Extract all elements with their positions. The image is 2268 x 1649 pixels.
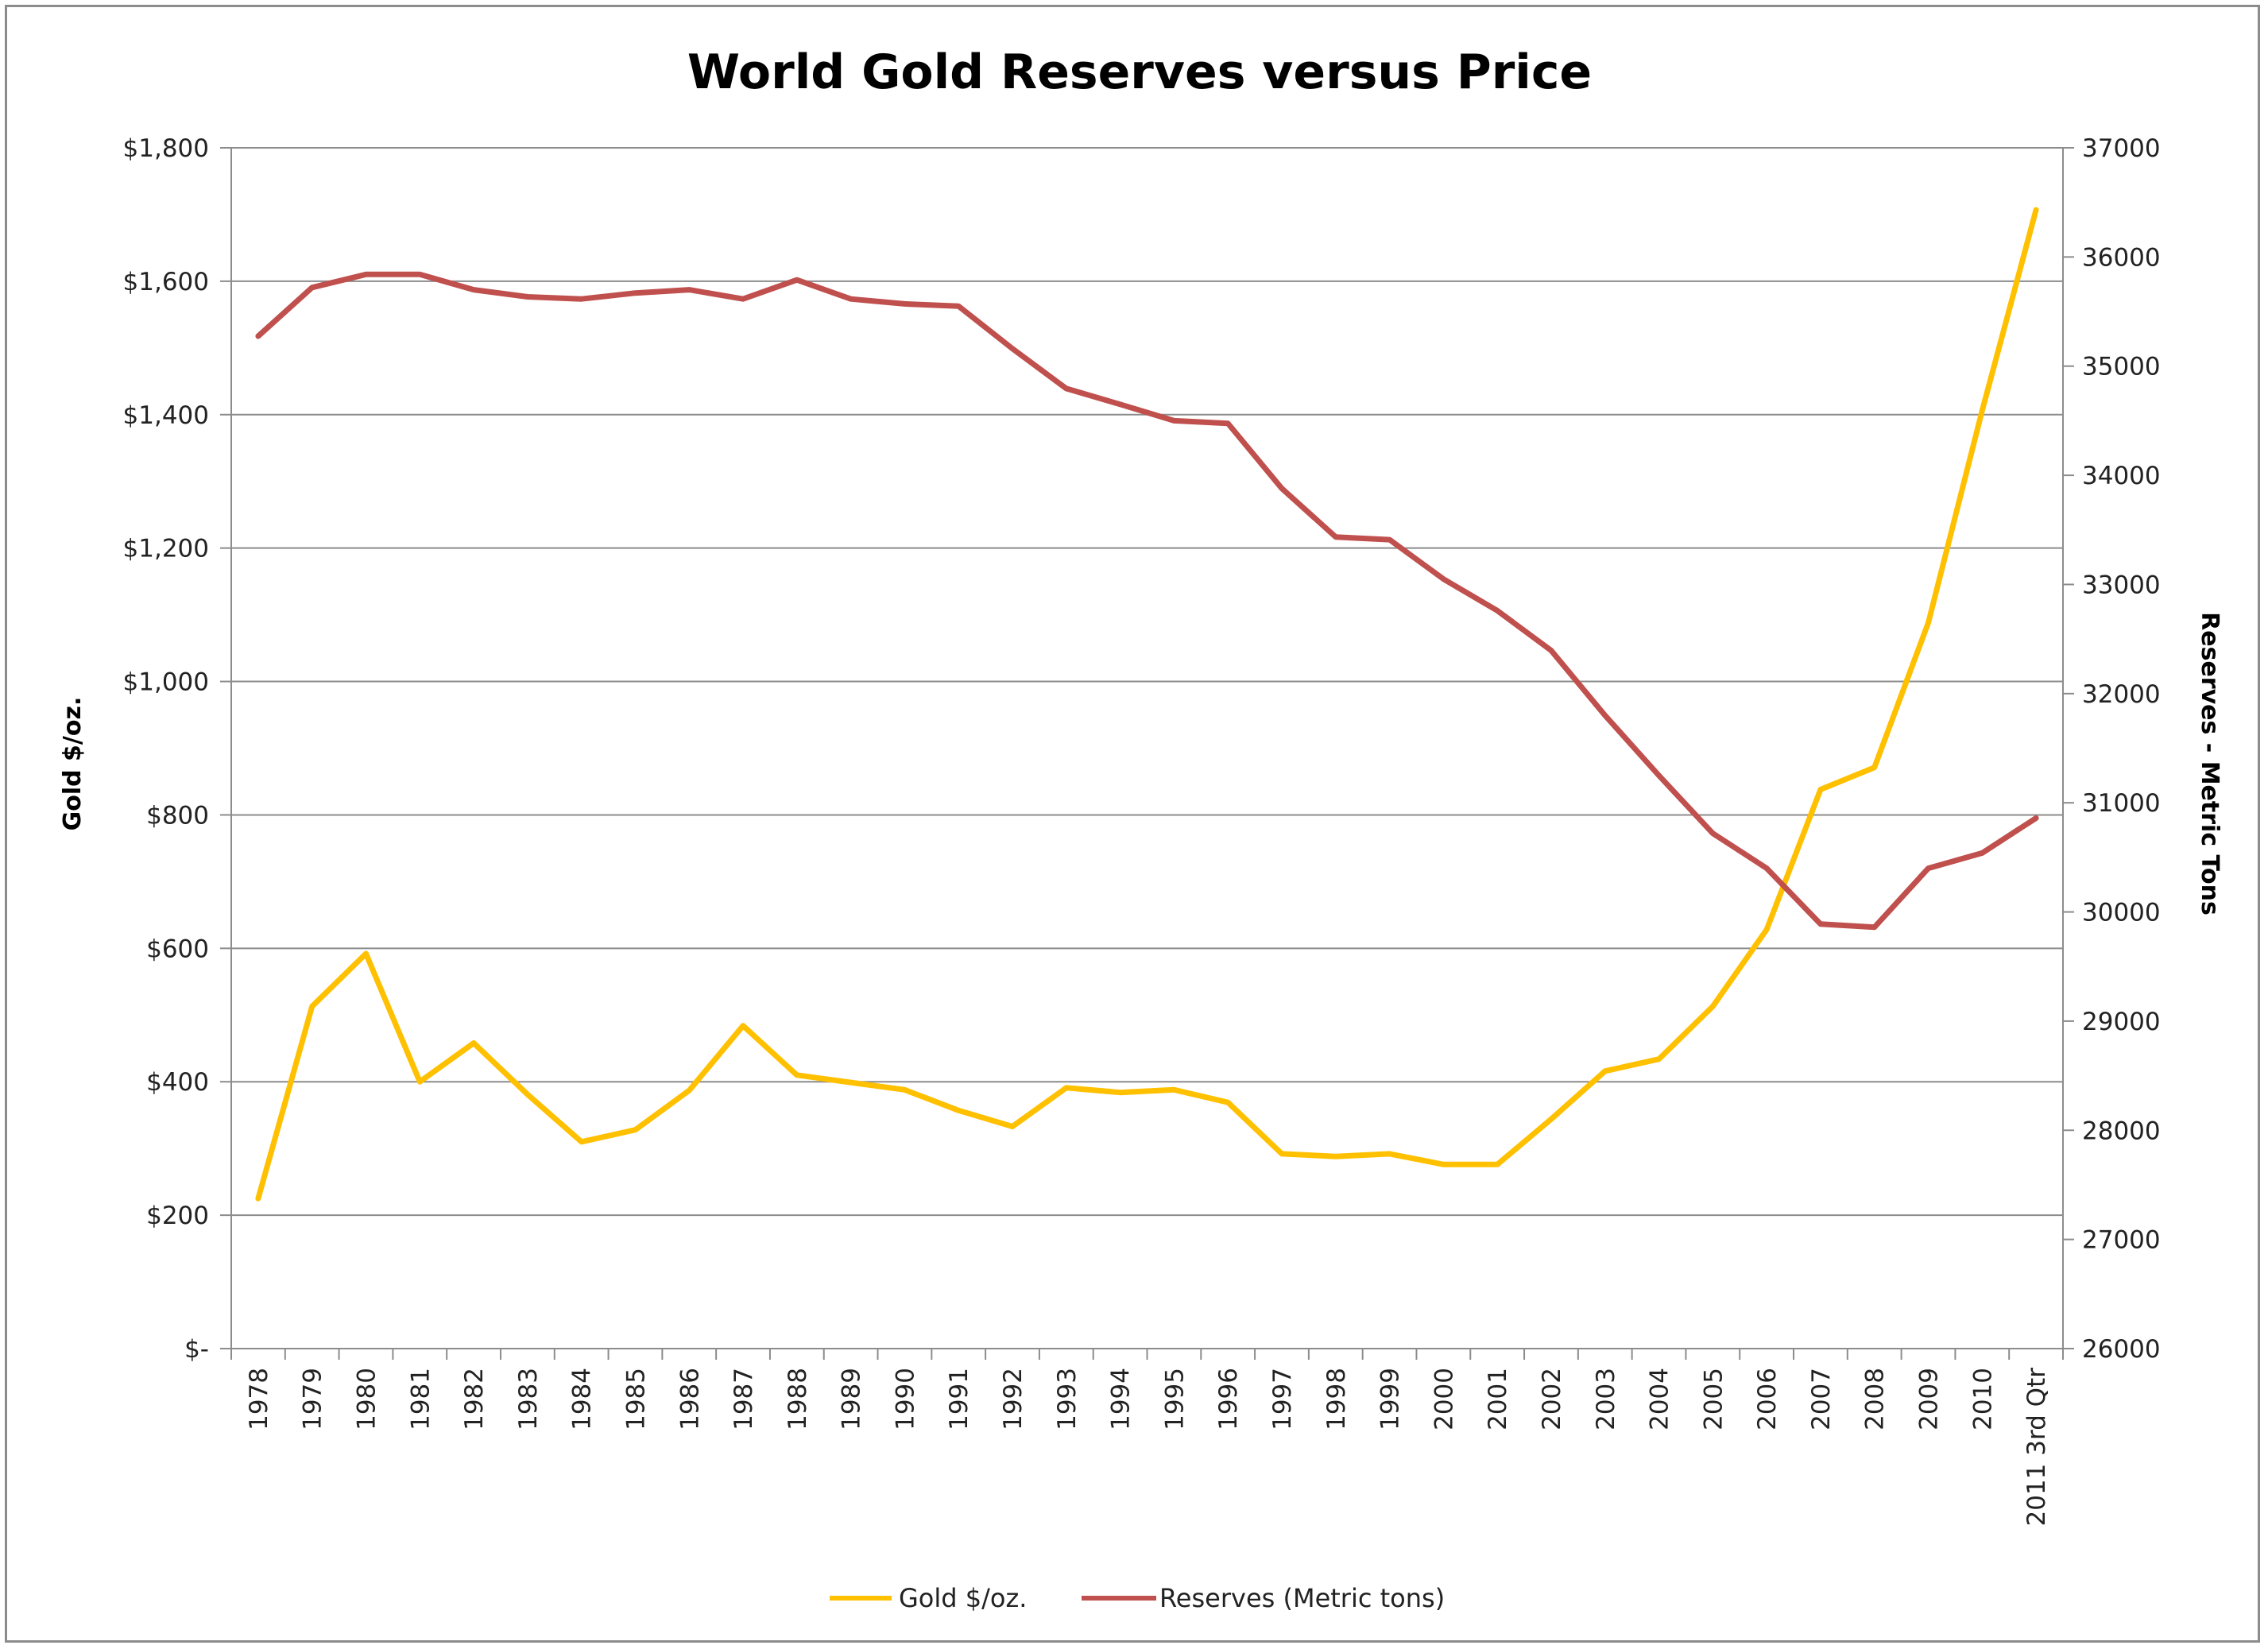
legend: Gold $/oz. Reserves (Metric tons) (830, 1583, 1445, 1613)
x-tick-label: 1996 (1214, 1368, 1243, 1430)
left-axis-title: Gold $/oz. (59, 697, 87, 831)
x-tick-label: 2010 (1968, 1368, 1997, 1430)
left-tick-label: $800 (146, 801, 209, 830)
right-tick-label: 31000 (2082, 789, 2161, 818)
right-tick-label: 32000 (2082, 680, 2161, 709)
x-tick-label: 1983 (514, 1368, 543, 1430)
chart-title: World Gold Reserves versus Price (687, 45, 1592, 100)
left-tick-label: $- (184, 1335, 209, 1364)
x-tick-label: 1984 (568, 1368, 597, 1430)
right-tick-label: 35000 (2082, 353, 2161, 381)
x-tick-label: 2005 (1699, 1368, 1728, 1430)
left-tick-label: $1,400 (123, 401, 209, 430)
chart-svg: World Gold Reserves versus Price $-$200$… (59, 45, 2223, 1613)
gridlines (231, 147, 2063, 1217)
right-tick-label: 33000 (2082, 571, 2161, 599)
series-line-gold (255, 207, 2039, 1202)
x-tick-label: 1982 (460, 1368, 489, 1430)
legend-label-reserves: Reserves (Metric tons) (1159, 1583, 1445, 1613)
x-tick-label: 2009 (1915, 1368, 1944, 1430)
left-tick-label: $1,000 (123, 668, 209, 697)
left-tick-label: $400 (146, 1068, 209, 1097)
right-tick-label: 34000 (2082, 462, 2161, 490)
x-tick-label: 1999 (1376, 1368, 1405, 1430)
right-axis-title: Reserves - Metric Tons (2196, 612, 2223, 915)
x-tick-label: 1979 (299, 1368, 327, 1430)
right-tick-label: 28000 (2082, 1117, 2161, 1145)
right-tick-label: 26000 (2082, 1335, 2161, 1364)
x-tick-label: 1994 (1107, 1368, 1136, 1430)
x-tick-label: 1991 (945, 1368, 973, 1430)
x-tick-label: 1988 (784, 1368, 812, 1430)
x-tick-label: 1989 (838, 1368, 866, 1430)
x-tick-label: 1987 (730, 1368, 758, 1430)
left-tick-label: $200 (146, 1202, 209, 1230)
right-axis-ticks: 26000 27000 28000 29000 30000 31000 32000 33000… (2082, 134, 2161, 1364)
x-tick-label: 1990 (891, 1368, 919, 1430)
x-tick-label: 1992 (999, 1368, 1028, 1430)
x-tick-label: 2000 (1430, 1368, 1458, 1430)
series-lines (255, 207, 2039, 1202)
left-tick-label: $1,800 (123, 134, 209, 163)
right-tick-label: 37000 (2082, 134, 2161, 163)
x-tick-label: 2008 (1861, 1368, 1890, 1430)
x-axis-ticks: 1978 1979 1980 1981 1982 1983 1984 1985 1986 1987… (245, 1368, 2051, 1527)
x-tick-label: 2007 (1807, 1368, 1836, 1430)
x-tick-label: 1998 (1322, 1368, 1351, 1430)
right-tick-label: 27000 (2082, 1226, 2161, 1255)
right-tick-label: 36000 (2082, 243, 2161, 272)
axes (220, 147, 2074, 1360)
left-tick-label: $1,200 (123, 535, 209, 563)
chart-frame: World Gold Reserves versus Price $- $200 $… (5, 5, 2260, 1643)
x-tick-label: 2011 3rd Qtr (2022, 1368, 2051, 1527)
x-tick-label: 2006 (1753, 1368, 1782, 1430)
x-tick-label: 1995 (1160, 1368, 1189, 1430)
x-tick-label: 1993 (1053, 1368, 1082, 1430)
left-tick-label: $1,600 (123, 268, 209, 296)
x-tick-label: 1985 (621, 1368, 650, 1430)
x-tick-label: 2001 (1484, 1368, 1512, 1430)
left-axis-ticks: $- $200 $400 $600 $800 $1,000 $1,200 $1,400 $1,6… (123, 134, 209, 1364)
legend-label-gold: Gold $/oz. (899, 1583, 1027, 1613)
x-tick-label: 1978 (245, 1368, 273, 1430)
x-tick-label: 1997 (1268, 1368, 1297, 1430)
x-tick-label: 2002 (1538, 1368, 1566, 1430)
x-tick-label: 1981 (406, 1368, 435, 1430)
x-tick-label: 2004 (1646, 1368, 1674, 1430)
x-tick-label: 2003 (1592, 1368, 1620, 1430)
x-tick-label: 1986 (675, 1368, 704, 1430)
left-tick-label: $600 (146, 935, 209, 963)
right-tick-label: 29000 (2082, 1008, 2161, 1036)
x-tick-label: 1980 (352, 1368, 381, 1430)
right-tick-label: 30000 (2082, 899, 2161, 927)
series-line-reserves (255, 271, 2039, 931)
